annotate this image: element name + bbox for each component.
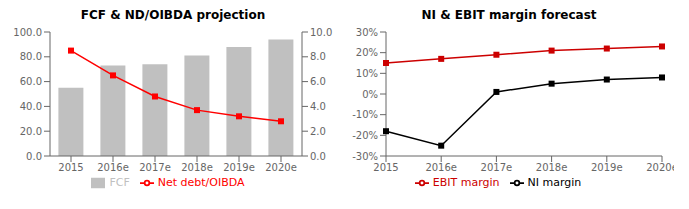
svg-text:100.0: 100.0 <box>13 27 42 38</box>
svg-text:2017e: 2017e <box>139 162 171 173</box>
svg-text:2016e: 2016e <box>425 162 457 173</box>
svg-text:10.0: 10.0 <box>310 27 332 38</box>
svg-text:0.0: 0.0 <box>26 151 42 162</box>
html-text:FCF & ND/OIBDA projection: FCF & ND/OIBDA projection <box>80 8 266 22</box>
svg-text:-30%: -30% <box>352 151 378 162</box>
svg-text:60.0: 60.0 <box>20 76 42 87</box>
svg-text:2019e: 2019e <box>223 162 255 173</box>
svg-text:20%: 20% <box>356 47 378 58</box>
svg-text:2.0: 2.0 <box>310 126 326 137</box>
html-text:Net debt/OIBDA: Net debt/OIBDA <box>157 176 245 189</box>
svg-text:2017e: 2017e <box>481 162 513 173</box>
svg-text:2018e: 2018e <box>181 162 213 173</box>
svg-text:2020e: 2020e <box>265 162 297 173</box>
svg-text:-10%: -10% <box>352 109 378 120</box>
svg-text:2018e: 2018e <box>536 162 568 173</box>
svg-text:30%: 30% <box>356 27 378 38</box>
svg-text:2016e: 2016e <box>97 162 129 173</box>
svg-text:0%: 0% <box>362 89 378 100</box>
svg-text:-20%: -20% <box>352 130 378 141</box>
html-text:NI & EBIT margin forecast: NI & EBIT margin forecast <box>421 8 597 22</box>
svg-text:80.0: 80.0 <box>20 51 42 62</box>
html-text:FCF: FCF <box>109 176 130 189</box>
html-text:NI margin: NI margin <box>527 176 582 189</box>
svg-text:6.0: 6.0 <box>310 76 326 87</box>
svg-text:2015: 2015 <box>373 162 398 173</box>
svg-text:4.0: 4.0 <box>310 101 326 112</box>
svg-text:8.0: 8.0 <box>310 51 326 62</box>
svg-text:0.0: 0.0 <box>310 151 326 162</box>
html-text:EBIT margin: EBIT margin <box>432 176 500 189</box>
svg-text:2019e: 2019e <box>591 162 623 173</box>
svg-text:10%: 10% <box>356 68 378 79</box>
svg-text:2020e: 2020e <box>646 162 674 173</box>
svg-text:40.0: 40.0 <box>20 101 42 112</box>
svg-text:2015: 2015 <box>58 162 83 173</box>
svg-text:20.0: 20.0 <box>20 126 42 137</box>
